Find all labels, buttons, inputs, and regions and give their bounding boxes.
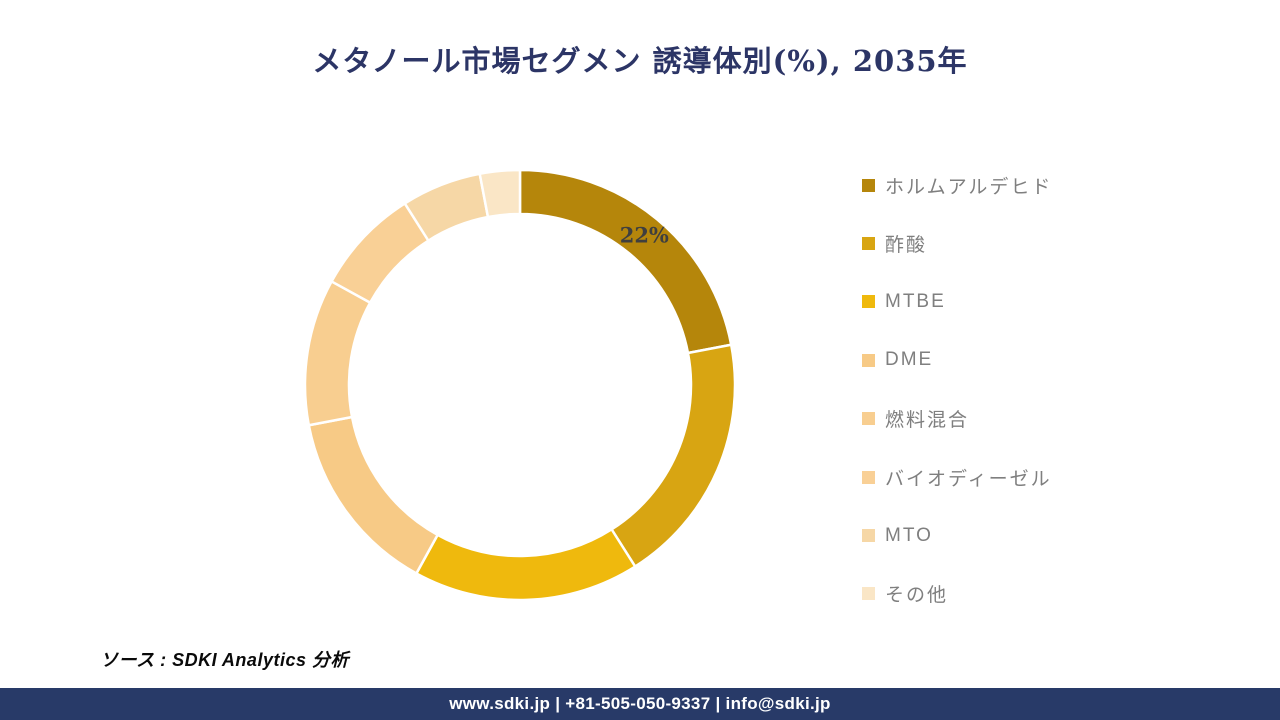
- legend: ホルムアルデヒド 酢酸 MTBE DME 燃料混合バイオディーゼル MTO その他: [862, 156, 1052, 623]
- legend-label: MTBE: [885, 290, 946, 312]
- legend-swatch-icon: [862, 529, 875, 543]
- legend-item: DME: [862, 331, 1052, 389]
- footer-bar: www.sdki.jp | +81-505-050-9337 | info@sd…: [0, 688, 1280, 720]
- source-note: ソース : SDKI Analytics 分析: [100, 650, 349, 670]
- chart-title: メタノール市場セグメン 誘導体別(%), 2035年: [312, 44, 968, 78]
- donut-slice: [307, 415, 439, 575]
- donut-slice: [415, 528, 637, 602]
- legend-swatch-icon: [862, 587, 875, 601]
- legend-swatch-icon: [862, 237, 875, 251]
- legend-label: ホルムアルデヒド: [885, 176, 1053, 198]
- legend-item: MTO: [862, 506, 1052, 564]
- legend-item: 酢酸: [862, 214, 1052, 272]
- slice-data-label: 22%: [620, 222, 669, 247]
- legend-swatch-icon: [862, 178, 875, 192]
- footer-contact-text: www.sdki.jp | +81-505-050-9337 | info@sd…: [449, 694, 831, 713]
- legend-swatch-icon: [862, 412, 875, 426]
- legend-label: その他: [885, 585, 949, 607]
- legend-label: 燃料混合: [885, 410, 970, 432]
- donut-slice: [518, 168, 733, 355]
- legend-label: 酢酸: [885, 235, 928, 257]
- donut-chart: 22%: [303, 168, 737, 602]
- legend-label: MTO: [885, 524, 933, 546]
- legend-swatch-icon: [862, 470, 875, 484]
- legend-item: 燃料混合: [862, 390, 1052, 448]
- legend-item: ホルムアルデヒド: [862, 156, 1052, 214]
- donut-slice: [610, 343, 737, 568]
- legend-label: バイオディーゼル: [885, 468, 1052, 490]
- legend-swatch-icon: [862, 295, 875, 309]
- legend-label: DME: [885, 349, 934, 371]
- legend-item: バイオディーゼル: [862, 448, 1052, 506]
- legend-item: MTBE: [862, 273, 1052, 331]
- legend-swatch-icon: [862, 353, 875, 367]
- legend-item: その他: [862, 565, 1052, 623]
- donut-slice: [303, 280, 372, 427]
- donut-slice: [478, 168, 522, 219]
